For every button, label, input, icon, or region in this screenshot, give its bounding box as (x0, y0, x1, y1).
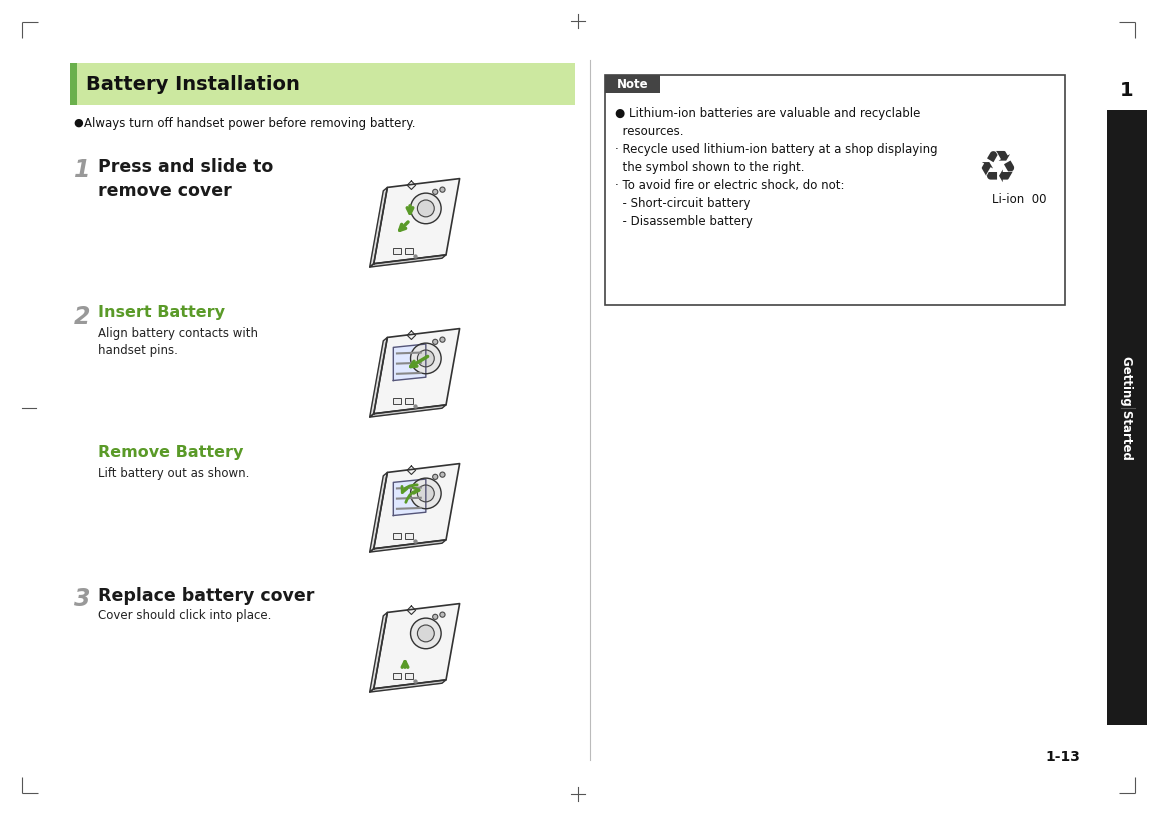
Polygon shape (374, 464, 459, 548)
Circle shape (433, 615, 437, 619)
Text: ● Lithium-ion batteries are valuable and recyclable: ● Lithium-ion batteries are valuable and… (616, 107, 920, 120)
Circle shape (411, 343, 441, 374)
Text: Remove Battery: Remove Battery (98, 445, 243, 460)
Text: Lift battery out as shown.: Lift battery out as shown. (98, 467, 250, 480)
Polygon shape (370, 255, 447, 267)
Polygon shape (370, 337, 388, 417)
Text: ●: ● (73, 118, 83, 128)
Text: 1: 1 (1120, 81, 1134, 99)
Circle shape (433, 189, 437, 195)
Text: Battery Installation: Battery Installation (86, 74, 300, 94)
Text: 3: 3 (74, 587, 90, 611)
Circle shape (433, 474, 437, 479)
Polygon shape (374, 604, 459, 689)
Circle shape (418, 485, 434, 502)
Polygon shape (370, 473, 388, 552)
Text: resources.: resources. (616, 125, 684, 138)
Text: Cover should click into place.: Cover should click into place. (98, 609, 272, 622)
Bar (393, 248, 401, 253)
Circle shape (433, 339, 437, 345)
Bar (605, 75, 1064, 305)
Text: Always turn off handset power before removing battery.: Always turn off handset power before rem… (84, 117, 415, 130)
Bar (393, 398, 401, 403)
Text: · To avoid fire or electric shock, do not:: · To avoid fire or electric shock, do no… (616, 179, 845, 192)
Bar (405, 398, 413, 403)
Circle shape (418, 350, 434, 367)
Polygon shape (393, 344, 426, 381)
Text: Note: Note (617, 77, 649, 90)
Circle shape (440, 612, 445, 617)
Text: 1: 1 (74, 158, 90, 182)
Circle shape (411, 478, 441, 509)
Polygon shape (370, 540, 447, 552)
Circle shape (418, 625, 434, 642)
Text: - Short-circuit battery: - Short-circuit battery (616, 197, 751, 210)
Text: Align battery contacts with
handset pins.: Align battery contacts with handset pins… (98, 327, 258, 357)
Text: ♻: ♻ (977, 148, 1017, 191)
Text: the symbol shown to the right.: the symbol shown to the right. (616, 161, 804, 174)
Text: Getting Started: Getting Started (1120, 355, 1134, 460)
Text: 2: 2 (74, 305, 90, 329)
Circle shape (411, 618, 441, 649)
Polygon shape (374, 328, 459, 414)
Bar (1107, 70, 1147, 725)
Circle shape (440, 187, 445, 192)
Text: Replace battery cover: Replace battery cover (98, 587, 315, 605)
Bar (405, 533, 413, 539)
Bar (71, 63, 575, 105)
Circle shape (440, 472, 445, 478)
Circle shape (418, 200, 434, 217)
Polygon shape (374, 178, 459, 264)
Polygon shape (370, 187, 388, 267)
Text: 1-13: 1-13 (1045, 750, 1079, 764)
Text: Press and slide to
remove cover: Press and slide to remove cover (98, 158, 273, 200)
Text: Li-ion  00: Li-ion 00 (992, 193, 1046, 206)
Text: - Disassemble battery: - Disassemble battery (616, 215, 753, 228)
Bar (71, 63, 78, 105)
Bar (405, 672, 413, 679)
Bar (393, 533, 401, 539)
Circle shape (440, 337, 445, 342)
Bar (1107, 70, 1147, 110)
Bar (605, 75, 659, 93)
Polygon shape (370, 612, 388, 692)
Circle shape (411, 193, 441, 224)
Bar (393, 672, 401, 679)
Text: Insert Battery: Insert Battery (98, 305, 224, 320)
Bar (405, 248, 413, 253)
Text: · Recycle used lithium-ion battery at a shop displaying: · Recycle used lithium-ion battery at a … (616, 143, 937, 156)
Polygon shape (370, 680, 447, 692)
Polygon shape (370, 405, 447, 417)
Polygon shape (393, 479, 426, 516)
